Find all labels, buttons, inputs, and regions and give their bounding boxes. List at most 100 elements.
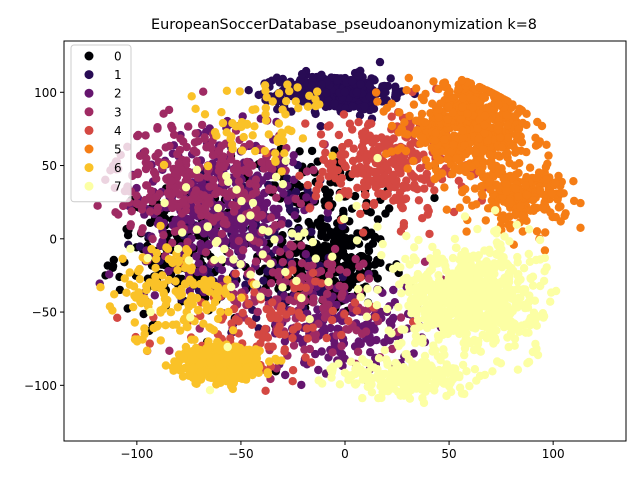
data-point <box>223 192 232 201</box>
data-point <box>478 84 488 94</box>
data-point <box>295 171 304 180</box>
data-point <box>344 190 353 199</box>
data-point <box>296 199 306 208</box>
data-point <box>400 118 409 127</box>
data-point <box>400 195 409 204</box>
data-point <box>485 177 494 187</box>
data-point <box>208 151 218 160</box>
data-point <box>544 151 553 160</box>
data-point <box>337 341 346 351</box>
data-point <box>484 298 493 307</box>
data-point <box>134 288 143 297</box>
data-point <box>271 156 280 165</box>
data-point <box>385 204 394 213</box>
data-point <box>200 133 209 142</box>
data-point <box>288 242 297 251</box>
data-point <box>359 259 368 268</box>
data-point <box>142 181 151 190</box>
data-point <box>485 245 494 254</box>
data-point <box>462 367 471 376</box>
data-point <box>360 190 370 199</box>
data-point <box>468 103 477 112</box>
data-point <box>344 316 353 326</box>
data-point <box>389 313 398 323</box>
data-point <box>412 126 422 135</box>
data-point <box>194 305 203 315</box>
data-point <box>285 295 294 305</box>
data-point <box>212 213 221 222</box>
data-point <box>439 79 448 88</box>
data-point <box>470 264 479 274</box>
data-point <box>282 97 291 106</box>
data-point <box>192 157 201 166</box>
data-point <box>325 121 334 130</box>
data-point <box>569 177 578 186</box>
data-point <box>413 315 423 325</box>
data-point <box>183 237 192 247</box>
data-point <box>519 288 528 297</box>
data-point <box>380 346 389 355</box>
data-point <box>139 309 148 319</box>
data-point <box>393 262 402 271</box>
data-point <box>348 125 357 134</box>
data-point <box>493 299 503 308</box>
data-point <box>369 200 379 209</box>
data-point <box>482 103 492 112</box>
data-point <box>337 240 346 249</box>
data-point <box>409 100 419 109</box>
data-point <box>443 115 452 124</box>
data-point <box>263 172 272 181</box>
data-point <box>301 250 310 259</box>
data-point <box>126 220 135 229</box>
data-point <box>209 175 218 185</box>
data-point <box>461 184 470 194</box>
data-point <box>462 227 471 236</box>
data-point <box>481 216 490 225</box>
data-point <box>322 88 331 98</box>
data-point <box>263 369 273 379</box>
data-point <box>338 289 347 298</box>
data-point <box>319 304 328 313</box>
data-point <box>311 101 320 111</box>
data-point <box>269 185 278 194</box>
data-point <box>194 137 203 146</box>
data-point <box>507 294 517 303</box>
data-point <box>356 292 365 302</box>
data-point <box>190 335 199 344</box>
data-point <box>378 239 387 249</box>
data-point <box>519 264 529 273</box>
data-point <box>132 337 142 346</box>
data-point <box>381 88 390 97</box>
data-point <box>404 73 413 83</box>
data-point <box>333 76 342 85</box>
data-point <box>426 109 435 118</box>
data-point <box>174 257 183 267</box>
data-point <box>504 342 513 352</box>
data-point <box>156 336 165 345</box>
data-point <box>267 279 276 288</box>
data-point <box>334 130 344 140</box>
data-point <box>297 241 306 250</box>
data-point <box>153 124 162 133</box>
data-point <box>142 346 152 355</box>
data-point <box>403 164 412 173</box>
data-point <box>516 202 525 211</box>
data-point <box>171 187 181 196</box>
data-point <box>531 141 541 150</box>
data-point <box>153 203 163 212</box>
data-point <box>371 88 381 97</box>
data-point <box>452 306 461 315</box>
data-point <box>547 189 557 198</box>
data-point <box>152 174 161 183</box>
data-point <box>288 377 297 386</box>
data-point <box>122 288 131 297</box>
data-point <box>495 308 504 318</box>
data-point <box>459 300 468 309</box>
data-point <box>166 308 176 317</box>
data-point <box>372 301 382 310</box>
data-point <box>418 133 427 143</box>
data-point <box>301 119 310 128</box>
data-point <box>191 129 200 138</box>
data-point <box>113 313 122 322</box>
